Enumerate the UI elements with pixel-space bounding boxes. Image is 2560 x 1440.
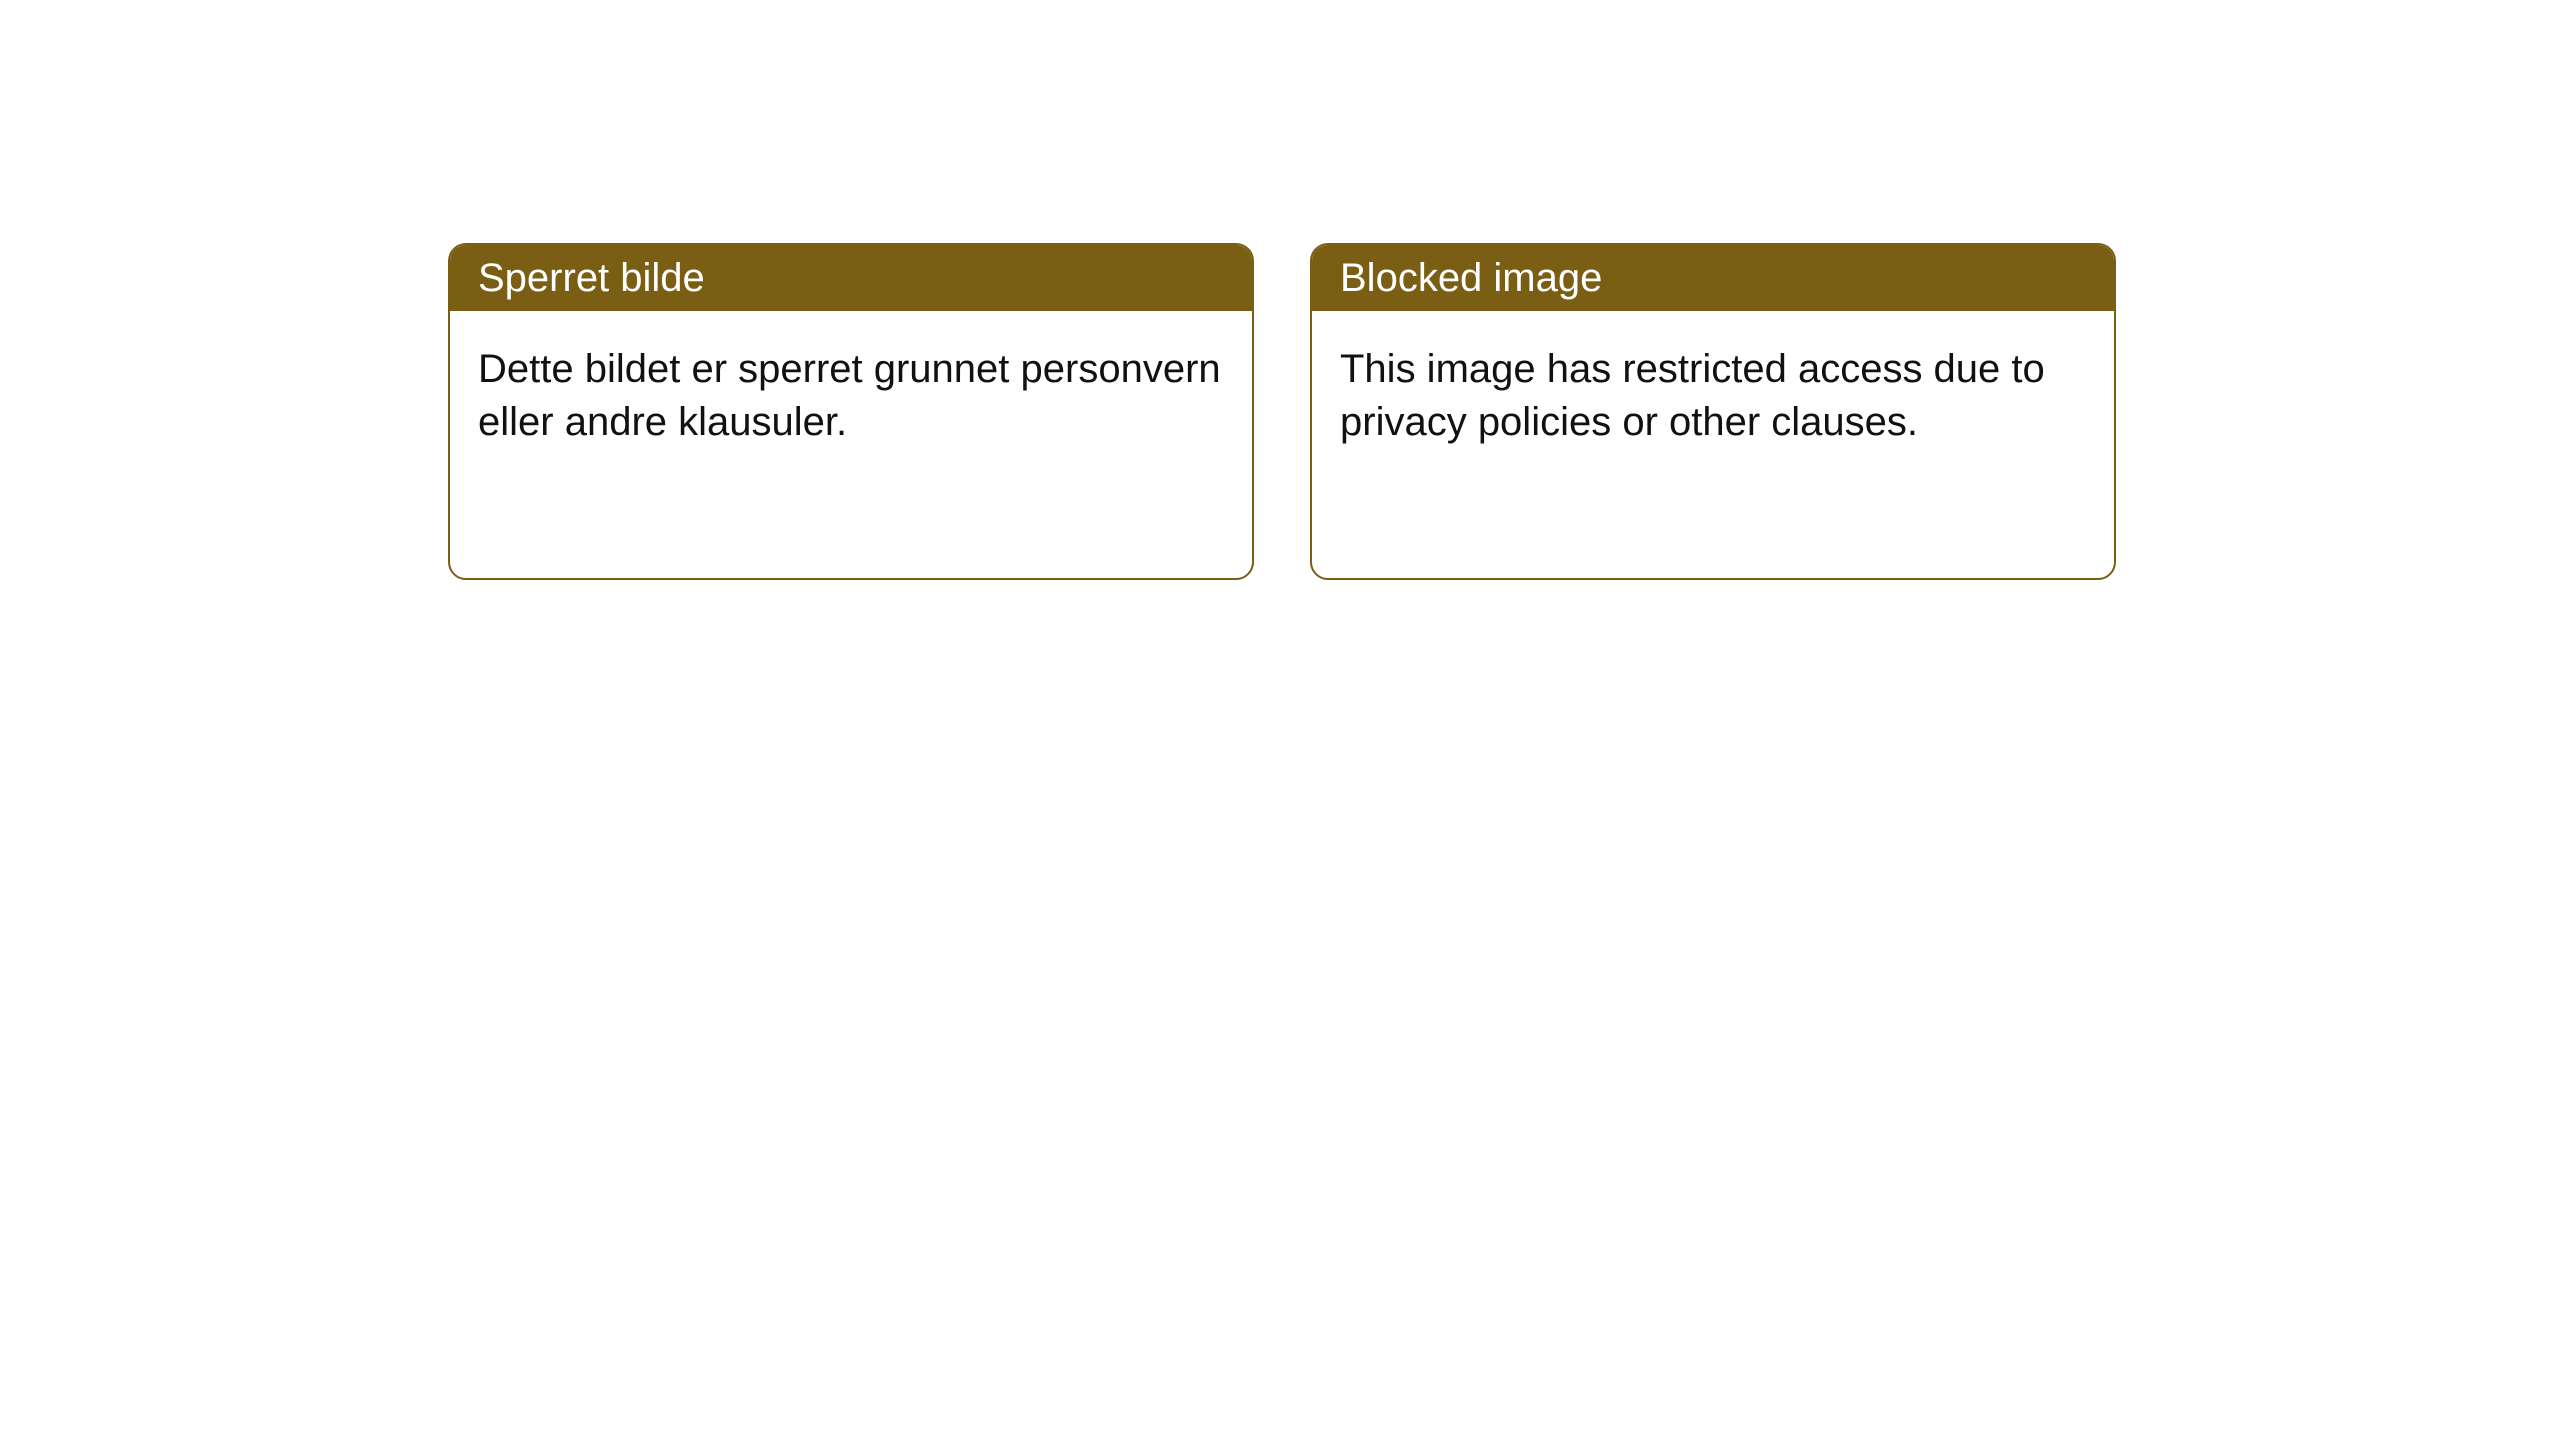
notice-container: Sperret bilde Dette bildet er sperret gr… xyxy=(0,0,2560,580)
card-title: Blocked image xyxy=(1340,256,1602,300)
card-body-text: This image has restricted access due to … xyxy=(1340,347,2045,444)
notice-card-norwegian: Sperret bilde Dette bildet er sperret gr… xyxy=(448,243,1254,580)
card-header: Blocked image xyxy=(1312,245,2114,311)
card-body-text: Dette bildet er sperret grunnet personve… xyxy=(478,347,1221,444)
card-body: This image has restricted access due to … xyxy=(1312,311,2114,481)
notice-card-english: Blocked image This image has restricted … xyxy=(1310,243,2116,580)
card-title: Sperret bilde xyxy=(478,256,705,300)
card-body: Dette bildet er sperret grunnet personve… xyxy=(450,311,1252,481)
card-header: Sperret bilde xyxy=(450,245,1252,311)
